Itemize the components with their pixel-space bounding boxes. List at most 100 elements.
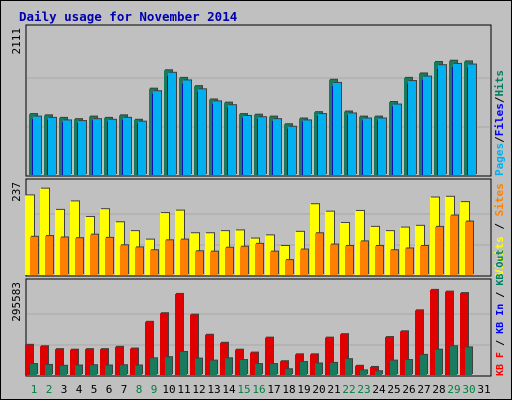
bar-kb-out bbox=[60, 365, 67, 375]
x-tick-label: 23 bbox=[357, 383, 370, 396]
bar-visits bbox=[190, 233, 199, 275]
bar-sites bbox=[195, 251, 203, 275]
legend-segment: / bbox=[493, 136, 506, 143]
bar-pages bbox=[453, 63, 461, 176]
bar-visits bbox=[70, 201, 79, 275]
bar-visits bbox=[100, 209, 109, 275]
bar-kb-f bbox=[220, 342, 228, 375]
top-panel-bars bbox=[29, 59, 477, 176]
bar-kb-f bbox=[250, 352, 258, 375]
middle-panel-legend: Visits / Sites bbox=[493, 183, 506, 276]
bar-kb-out bbox=[285, 369, 292, 375]
x-tick-label: 8 bbox=[136, 383, 143, 396]
bar-kb-f bbox=[340, 334, 348, 375]
bar-kb-f bbox=[160, 313, 168, 375]
bar-kb-out bbox=[75, 365, 82, 375]
x-tick-label: 13 bbox=[207, 383, 220, 396]
bar-pages bbox=[123, 117, 131, 175]
bar-pages bbox=[258, 117, 266, 175]
bar-sites bbox=[90, 234, 98, 275]
bar-sites bbox=[300, 249, 308, 275]
bar-pages bbox=[348, 113, 356, 175]
bar-kb-f bbox=[145, 321, 153, 375]
bar-kb-out bbox=[375, 371, 382, 375]
x-tick-label: 6 bbox=[106, 383, 113, 396]
bar-sites bbox=[150, 250, 158, 275]
bar-sites bbox=[450, 215, 458, 275]
legend-segment: / bbox=[495, 334, 506, 352]
bar-sites bbox=[60, 237, 68, 275]
bar-kb-out bbox=[270, 364, 277, 375]
bar-visits bbox=[205, 233, 214, 275]
bar-visits bbox=[40, 188, 49, 275]
x-tick-label: 12 bbox=[192, 383, 205, 396]
x-tick-label: 7 bbox=[121, 383, 128, 396]
legend-segment: KB Out bbox=[495, 250, 506, 286]
bar-sites bbox=[165, 240, 173, 275]
bar-visits bbox=[430, 197, 439, 275]
bar-kb-f bbox=[55, 349, 63, 375]
bar-sites bbox=[315, 233, 323, 275]
bar-kb-f bbox=[430, 289, 438, 375]
bar-sites bbox=[390, 250, 398, 275]
bar-visits bbox=[355, 210, 364, 275]
bar-pages bbox=[63, 120, 71, 175]
bar-kb-out bbox=[150, 358, 157, 375]
bar-sites bbox=[225, 247, 233, 275]
bar-pages bbox=[273, 119, 281, 175]
x-tick-label: 5 bbox=[91, 383, 98, 396]
x-tick-label: 27 bbox=[417, 383, 430, 396]
bar-pages bbox=[48, 117, 56, 175]
bar-pages bbox=[438, 65, 446, 175]
bar-kb-out bbox=[105, 365, 112, 375]
bar-sites bbox=[105, 237, 113, 275]
bar-pages bbox=[138, 121, 146, 175]
bar-kb-f bbox=[280, 361, 288, 375]
bar-kb-f bbox=[400, 331, 408, 375]
bar-kb-f bbox=[190, 314, 198, 375]
bar-sites bbox=[240, 246, 248, 275]
x-tick-label: 10 bbox=[162, 383, 175, 396]
x-tick-label: 26 bbox=[402, 383, 415, 396]
bar-pages bbox=[393, 104, 401, 175]
bar-visits bbox=[370, 226, 379, 275]
bar-kb-f bbox=[25, 344, 33, 375]
bar-kb-out bbox=[135, 365, 142, 375]
x-tick-label: 9 bbox=[151, 383, 158, 396]
x-tick-label: 2 bbox=[46, 383, 53, 396]
x-tick-label: 4 bbox=[76, 383, 83, 396]
bar-kb-f bbox=[175, 293, 183, 375]
bottom-panel-legend: KB F / KB In / KB Out bbox=[495, 250, 506, 376]
legend-segment: Pages bbox=[493, 143, 506, 176]
bar-kb-f bbox=[355, 365, 363, 375]
bar-pages bbox=[468, 64, 476, 175]
bottom-panel-bars bbox=[25, 288, 473, 375]
bar-pages bbox=[78, 121, 86, 175]
bar-sites bbox=[75, 238, 83, 275]
bar-visits bbox=[250, 238, 259, 275]
bar-visits bbox=[325, 211, 334, 275]
x-tick-label: 1 bbox=[31, 383, 38, 396]
bar-kb-out bbox=[360, 370, 367, 375]
bar-pages bbox=[93, 119, 101, 175]
bar-kb-out bbox=[390, 360, 397, 375]
bar-kb-out bbox=[30, 364, 37, 375]
bar-visits bbox=[235, 230, 244, 275]
legend-segment: KB F bbox=[495, 352, 506, 376]
bar-kb-f bbox=[115, 346, 123, 375]
bar-visits bbox=[445, 196, 454, 275]
bar-visits bbox=[385, 231, 394, 275]
bar-visits bbox=[175, 210, 184, 275]
bar-visits bbox=[400, 227, 409, 275]
bar-visits bbox=[160, 213, 169, 275]
chart-title: Daily usage for November 2014 bbox=[19, 9, 237, 24]
x-tick-label: 20 bbox=[312, 383, 325, 396]
bar-visits bbox=[265, 235, 274, 275]
bar-visits bbox=[85, 216, 94, 275]
bar-kb-out bbox=[165, 357, 172, 375]
bar-kb-out bbox=[300, 362, 307, 375]
legend-segment: KB In bbox=[495, 304, 506, 334]
bar-pages bbox=[378, 118, 386, 175]
top-y-tick-label: 2111 bbox=[10, 28, 23, 55]
